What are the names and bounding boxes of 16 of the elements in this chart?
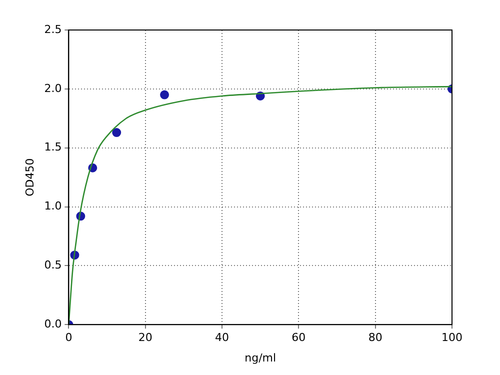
y-tick-label: 1.5 <box>44 140 62 154</box>
y-axis-title: OD450 <box>23 158 36 196</box>
x-tick-label: 20 <box>138 331 152 344</box>
y-tick-label: 0.5 <box>44 258 62 272</box>
point <box>160 90 170 100</box>
y-tick-label: 2.5 <box>44 22 62 36</box>
y-tick-label: 0.0 <box>44 317 62 330</box>
point <box>112 128 122 138</box>
x-tick-label: 0 <box>65 331 72 344</box>
x-axis-title: ng/ml <box>244 351 276 364</box>
x-tick-label: 40 <box>215 331 230 344</box>
y-tick-label: 1.0 <box>44 200 62 213</box>
x-tick-label: 60 <box>292 331 306 344</box>
x-tick-label: 100 <box>442 331 462 344</box>
x-tick-label: 80 <box>368 331 382 344</box>
y-tick-label: 2.0 <box>44 82 62 95</box>
